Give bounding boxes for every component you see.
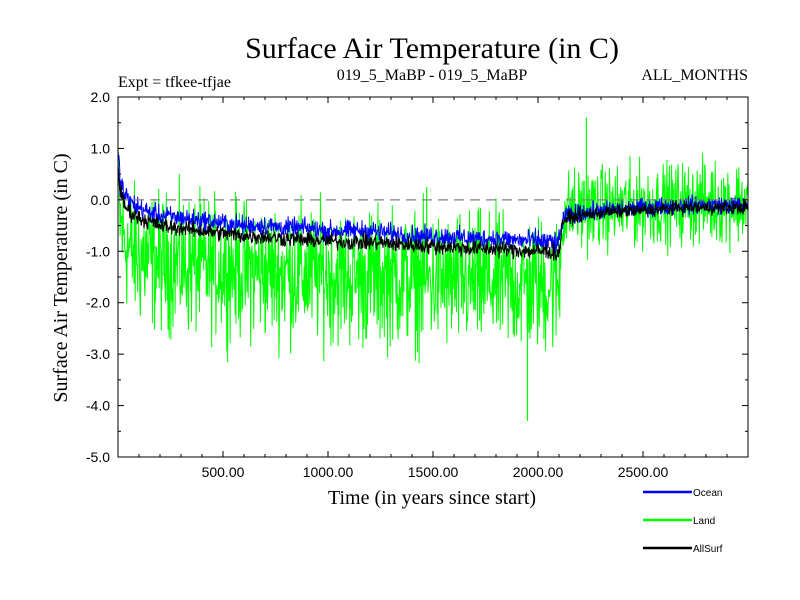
x-tick-label: 2500.00 [618,464,669,480]
x-tick-label: 2000.00 [513,464,564,480]
y-tick-label: -3.0 [86,346,110,362]
y-axis-ticks: 2.0 1.0 0.0 -1.0 -2.0 -3.0 -4.0 -5.0 [86,89,748,465]
legend-label-ocean: Ocean [693,488,722,499]
x-tick-label: 1000.00 [303,464,354,480]
y-tick-label: -1.0 [86,243,110,259]
y-tick-label: -4.0 [86,398,110,414]
legend: Ocean Land AllSurf [643,488,723,555]
series-layer [117,117,749,421]
x-axis-label: Time (in years since start) [328,487,536,509]
y-axis-label: Surface Air Temperature (in C) [50,153,72,402]
plot-area: 500.00 1000.00 1500.00 2000.00 2500.00 2.0 1.… [86,89,749,480]
legend-label-allsurf: AllSurf [693,544,723,555]
y-tick-label: 2.0 [91,89,111,105]
chart-title: Surface Air Temperature (in C) [245,32,619,65]
y-tick-label: -5.0 [86,449,110,465]
x-axis-ticks: 500.00 1000.00 1500.00 2000.00 2500.00 [138,97,728,480]
x-tick-label: 500.00 [202,464,245,480]
series-line-land [117,151,749,364]
y-tick-label: -2.0 [86,295,110,311]
chart-subtitle-right: ALL_MONTHS [641,67,748,84]
chart-subtitle-left: Expt = tfkee-tfjae [118,74,231,91]
x-tick-label: 1500.00 [408,464,459,480]
y-tick-label: 0.0 [91,192,111,208]
legend-label-land: Land [693,516,715,527]
series-line-allsurf [117,167,749,261]
chart-subtitle-center: 019_5_MaBP - 019_5_MaBP [337,67,528,84]
y-tick-label: 1.0 [91,140,111,156]
